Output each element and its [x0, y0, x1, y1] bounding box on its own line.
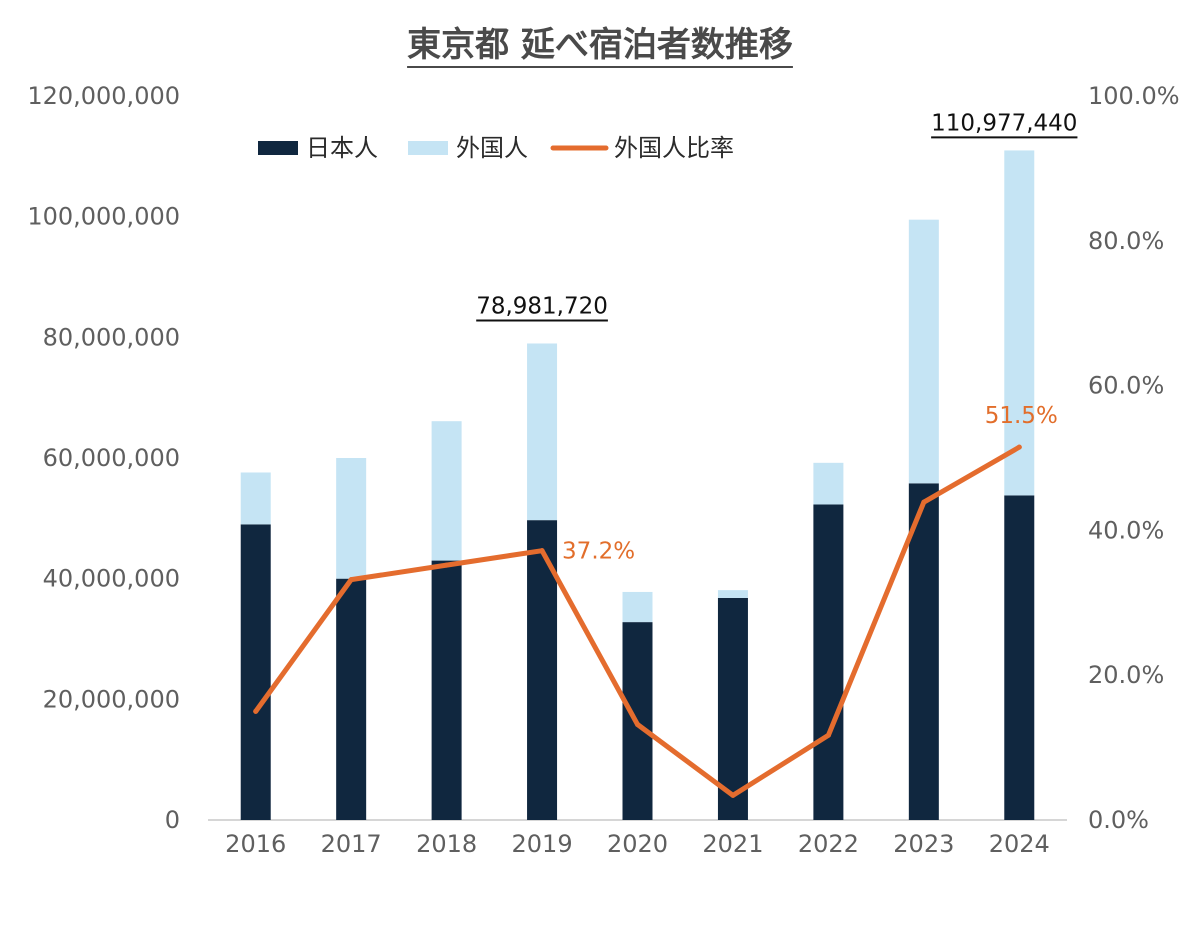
bar-foreign-2017: [336, 458, 367, 579]
bar-japanese-2022: [813, 504, 844, 820]
left-y-tick-label: 100,000,000: [27, 203, 180, 231]
bar-foreign-2019: [527, 343, 558, 521]
axis-layer: 0 20,000,000 40,000,000 60,000,000 80,000,00…: [27, 82, 1179, 858]
right-y-tick-label: 60.0%: [1088, 372, 1164, 400]
bar-foreign-2018: [431, 421, 462, 561]
bar-foreign-2023: [908, 219, 939, 484]
left-y-tick-label: 60,000,000: [43, 444, 180, 472]
bar-japanese-2018: [431, 560, 462, 820]
right-y-tick-label: 80.0%: [1088, 227, 1164, 255]
right-y-tick-label: 0.0%: [1088, 806, 1149, 834]
bar-japanese-2021: [717, 597, 748, 820]
x-tick-label: 2016: [225, 830, 286, 858]
bar-foreign-2021: [717, 590, 748, 598]
legend-label-foreign: 外国人: [456, 134, 528, 162]
foreign-ratio-point-2019: [539, 548, 545, 554]
title-layer: 東京都 延べ宿泊者数推移: [407, 25, 793, 68]
x-tick-label: 2020: [607, 830, 668, 858]
chart-title: 東京都 延べ宿泊者数推移: [407, 25, 793, 65]
bar-japanese-2017: [336, 578, 367, 820]
right-y-tick-label: 20.0%: [1088, 661, 1164, 689]
legend-swatch-japanese: [258, 141, 298, 155]
foreign-ratio-point-2021: [730, 792, 736, 798]
legend-swatch-foreign: [408, 141, 448, 155]
x-tick-label: 2024: [989, 830, 1050, 858]
legend-label-japanese: 日本人: [306, 134, 378, 162]
right-y-tick-label: 100.0%: [1088, 82, 1180, 110]
foreign-ratio-point-2020: [635, 721, 640, 727]
left-y-tick-label: 20,000,000: [43, 685, 180, 713]
x-tick-label: 2018: [416, 830, 477, 858]
bar-foreign-2022: [813, 462, 844, 505]
label-layer: 78,981,720 110,977,440 37.2% 51.5%: [476, 110, 1078, 565]
ratio-label-2019: 37.2%: [562, 539, 635, 565]
left-y-tick-label: 40,000,000: [43, 565, 180, 593]
legend-label-foreign-ratio: 外国人比率: [614, 134, 734, 162]
x-tick-label: 2022: [798, 830, 859, 858]
x-tick-label: 2017: [321, 830, 382, 858]
legend-layer: 日本人 外国人 外国人比率: [258, 134, 734, 162]
x-tick-label: 2019: [512, 830, 573, 858]
total-label-2024: 110,977,440: [931, 110, 1077, 136]
total-label-2019: 78,981,720: [476, 293, 608, 319]
ratio-label-2024: 51.5%: [985, 403, 1058, 429]
bar-layer: [240, 150, 1035, 820]
bar-japanese-2024: [1004, 495, 1035, 820]
bar-japanese-2023: [908, 483, 939, 820]
right-y-tick-label: 40.0%: [1088, 516, 1164, 544]
foreign-ratio-point-2018: [444, 562, 450, 568]
foreign-ratio-point-2024: [1016, 444, 1022, 450]
bar-foreign-2020: [622, 591, 653, 623]
x-tick-label: 2023: [893, 830, 954, 858]
bar-foreign-2024: [1004, 150, 1035, 496]
foreign-ratio-point-2016: [253, 708, 259, 714]
foreign-ratio-point-2023: [921, 499, 927, 505]
foreign-ratio-point-2017: [348, 577, 354, 583]
bar-japanese-2016: [240, 524, 271, 820]
bar-foreign-2016: [240, 472, 271, 525]
left-y-tick-label: 0: [165, 806, 180, 834]
left-y-tick-label: 120,000,000: [27, 82, 180, 110]
left-y-tick-label: 80,000,000: [43, 323, 180, 351]
foreign-ratio-point-2022: [825, 732, 831, 738]
line-layer: [253, 444, 1022, 798]
x-tick-label: 2021: [702, 830, 763, 858]
